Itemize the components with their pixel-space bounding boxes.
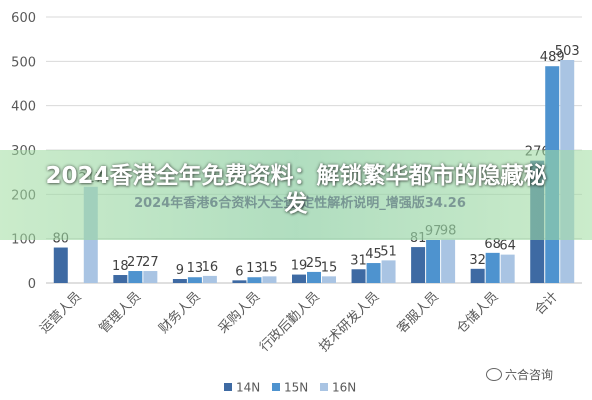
x-tick-label: 仓储人员 xyxy=(454,289,501,336)
bar xyxy=(232,280,247,283)
data-label: 27 xyxy=(127,255,144,270)
x-tick-label: 运营人员 xyxy=(37,289,84,336)
x-tick-label: 合计 xyxy=(532,289,561,318)
legend-swatch xyxy=(224,383,232,391)
data-label: 6 xyxy=(235,264,243,279)
data-label: 18 xyxy=(112,259,129,274)
watermark-text: 六合咨询 xyxy=(505,368,554,382)
bar xyxy=(322,276,336,283)
data-label: 13 xyxy=(187,261,204,276)
bar xyxy=(381,260,396,283)
bar xyxy=(470,268,485,283)
y-tick-label: 500 xyxy=(11,55,36,70)
y-tick-label: 600 xyxy=(11,11,36,26)
data-label: 31 xyxy=(350,253,367,268)
bar xyxy=(366,263,381,283)
data-label: 68 xyxy=(484,237,501,252)
data-label: 15 xyxy=(261,260,278,275)
data-label: 16 xyxy=(202,260,219,275)
bar xyxy=(53,247,68,283)
data-label: 27 xyxy=(142,255,159,270)
legend-label: 14N xyxy=(236,381,260,395)
data-label: 51 xyxy=(380,244,397,259)
x-tick-label: 客服人员 xyxy=(394,289,442,337)
x-tick-label: 行政后勤人员 xyxy=(257,289,323,355)
bar xyxy=(262,276,277,283)
bar xyxy=(500,254,515,283)
bar xyxy=(351,269,366,283)
data-label: 503 xyxy=(555,44,580,59)
data-label: 9 xyxy=(176,263,184,278)
bar xyxy=(426,239,441,283)
data-label: 19 xyxy=(291,259,308,274)
data-label: 13 xyxy=(246,261,263,276)
wechat-icon xyxy=(486,368,502,381)
bar xyxy=(172,279,187,283)
legend-swatch xyxy=(272,383,280,391)
y-tick-label: 0 xyxy=(28,277,36,292)
watermark: 六合咨询 xyxy=(486,366,553,383)
y-tick-label: 400 xyxy=(11,100,36,115)
x-tick-label: 采购人员 xyxy=(215,289,263,337)
legend-label: 15N xyxy=(284,381,308,395)
data-label: 64 xyxy=(499,239,516,254)
bar xyxy=(247,277,262,283)
banner-subtitle: 2024年香港6合资料大全查,定性解析说明_增强版34.26 xyxy=(134,196,466,211)
legend-swatch xyxy=(320,383,328,391)
data-label: 489 xyxy=(540,50,565,65)
bar xyxy=(292,274,306,283)
data-label: 25 xyxy=(306,256,323,271)
bar xyxy=(307,271,321,283)
legend-label: 16N xyxy=(332,381,356,395)
bar xyxy=(143,271,158,283)
bar xyxy=(202,275,217,283)
data-label: 45 xyxy=(365,247,382,262)
bar xyxy=(411,247,426,283)
x-tick-label: 财务人员 xyxy=(156,289,204,337)
data-label: 32 xyxy=(469,253,486,268)
bar xyxy=(441,239,456,283)
data-label: 15 xyxy=(321,260,338,275)
headline-banner xyxy=(0,150,592,240)
bar xyxy=(187,277,202,283)
bar xyxy=(128,271,143,283)
x-tick-label: 技术研发人员 xyxy=(316,289,382,355)
x-tick-label: 管理人员 xyxy=(97,289,144,336)
bar xyxy=(113,275,128,283)
banner-title: 2024香港全年免费资料：解锁繁华都市的隐藏秘发 xyxy=(45,163,547,217)
bar xyxy=(485,252,500,283)
